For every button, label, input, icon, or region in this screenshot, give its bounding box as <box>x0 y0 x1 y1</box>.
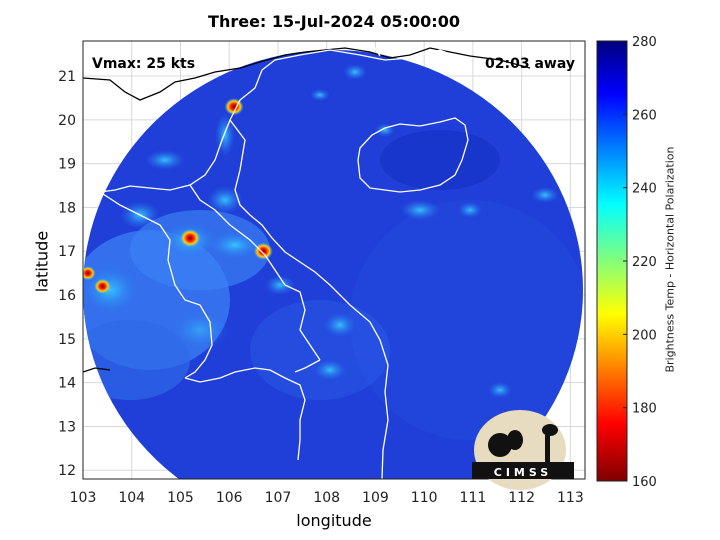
colorbar-tick-label: 160 <box>632 475 657 490</box>
colorbar-tick-label: 180 <box>632 402 657 417</box>
convective-core <box>83 266 96 281</box>
y-tick-label: 14 <box>58 376 76 392</box>
brightness-temp-swath <box>83 50 583 479</box>
y-tick-label: 19 <box>58 157 76 173</box>
cimss-logo: CIMSS <box>472 410 574 490</box>
convective-core <box>180 228 201 248</box>
x-tick-label: 108 <box>313 490 340 506</box>
y-tick-label: 15 <box>58 332 76 348</box>
y-tick-label: 13 <box>58 419 76 435</box>
x-axis-label: longitude <box>296 511 372 530</box>
colorbar-ticks: 280 260 240 220 200 180 160 <box>623 35 657 490</box>
x-tick-label: 113 <box>557 490 584 506</box>
y-tick-label: 21 <box>58 69 76 85</box>
x-tick-label: 106 <box>216 490 243 506</box>
colorbar-tick-label: 220 <box>632 255 657 270</box>
y-tick-label: 18 <box>58 200 76 216</box>
y-tick-labels: 21 20 19 18 17 16 15 14 13 12 <box>58 69 76 479</box>
x-tick-label: 112 <box>508 490 535 506</box>
vmax-annotation: Vmax: 25 kts <box>92 56 195 72</box>
away-annotation: 02:03 away <box>485 56 575 72</box>
x-tick-label: 105 <box>167 490 194 506</box>
coastlines-borders <box>83 47 531 479</box>
chart-title: Three: 15-Jul-2024 05:00:00 <box>208 12 460 31</box>
y-tick-label: 12 <box>58 463 76 479</box>
x-tick-label: 110 <box>411 490 438 506</box>
colorbar <box>596 40 628 482</box>
y-tick-label: 17 <box>58 244 76 260</box>
y-tick-label: 16 <box>58 288 76 304</box>
y-tick-label: 20 <box>58 113 76 129</box>
x-tick-label: 104 <box>118 490 145 506</box>
convective-core <box>253 242 273 260</box>
x-tick-label: 111 <box>460 490 487 506</box>
colorbar-tick-label: 280 <box>632 35 657 50</box>
x-tick-label: 107 <box>265 490 292 506</box>
x-tick-label: 109 <box>362 490 389 506</box>
colorbar-tick-label: 240 <box>632 182 657 197</box>
convective-core <box>94 278 111 294</box>
colorbar-tick-label: 200 <box>632 328 657 343</box>
axes-frame <box>82 40 586 480</box>
logo-text: CIMSS <box>494 466 552 479</box>
x-tick-labels: 103 104 105 106 107 108 109 110 111 112 113 <box>70 490 584 506</box>
colorbar-tick-label: 260 <box>632 108 657 123</box>
x-tick-label: 103 <box>70 490 97 506</box>
